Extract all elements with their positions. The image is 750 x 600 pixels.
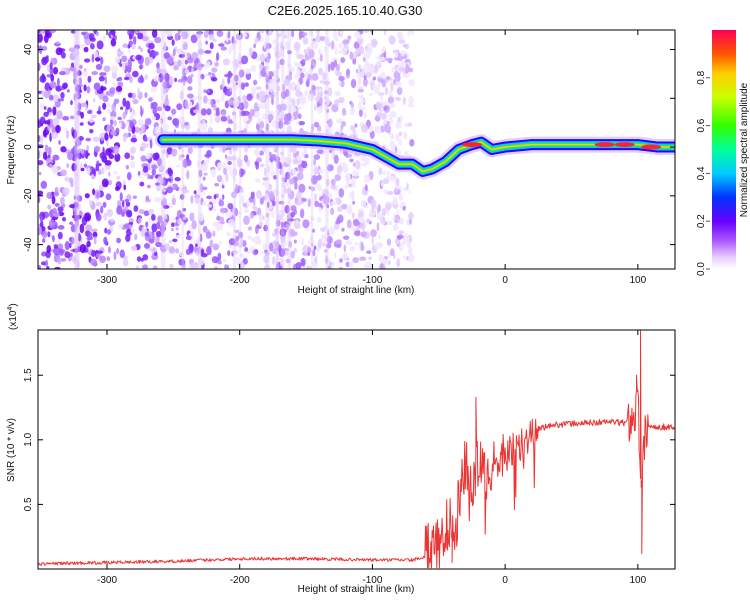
snr-line (38, 330, 675, 569)
colorbar-tick-label: 0.8 (696, 70, 707, 84)
snr-axes: -300 -200 -100 0 100 0.5 1.0 1.5 (23, 330, 675, 586)
svg-text:(x104): (x104) (7, 303, 19, 330)
colorbar-label: Normalized spectral amplitude (739, 82, 750, 217)
heatmap-x-axis-label: Height of straight line (km) (298, 285, 415, 296)
heatmap-x-tick-label: -300 (97, 275, 117, 286)
heatmap-y-tick-label: 40 (23, 44, 34, 56)
ridge-hotspot-1 (594, 142, 615, 148)
snr-frame (37, 329, 676, 570)
snr-x-axis-label: Height of straight line (km) (298, 584, 415, 595)
chart-title: C2E6.2025.165.10.40.G30 (268, 3, 423, 18)
colorbar-gradient (712, 30, 736, 269)
colorbar-tick-label: 0.2 (696, 214, 707, 228)
snr-x-tick-label: -300 (97, 575, 117, 586)
snr-x-tick-label: 100 (629, 575, 646, 586)
snr-y-tick-label: 1.0 (23, 432, 34, 446)
multiplier-exponent: 4 (7, 307, 14, 311)
snr-x-tick-label: -100 (362, 575, 382, 586)
colorbar-axes: 0.0 0.2 0.4 0.6 0.8 (696, 70, 710, 276)
ridge-hotspot-2 (614, 142, 635, 148)
heatmap-x-tick-label: -100 (362, 275, 382, 286)
ridge-hotspot-3 (641, 144, 662, 150)
snr-x-tick-label: -200 (230, 575, 250, 586)
colorbar-tick-label: 0.4 (696, 166, 707, 180)
colorbar-tick-label: 0.0 (696, 262, 707, 276)
multiplier-base: (x10 (8, 310, 19, 330)
heatmap-x-tick-label: -200 (230, 275, 250, 286)
heatmap-frame (37, 29, 676, 270)
heatmap-y-axis-label: Frequency (Hz) (6, 116, 17, 185)
snr-content (38, 330, 675, 569)
snr-y-tick-label: 1.5 (23, 368, 34, 382)
heatmap-y-tick-label: 20 (23, 92, 34, 104)
heatmap-y-tick-label: -20 (23, 188, 34, 203)
heatmap-x-tick-label: 0 (502, 275, 508, 286)
snr-y-multiplier: (x104) (7, 303, 19, 330)
heatmap-content (38, 30, 675, 269)
snr-x-tick-label: 0 (502, 575, 508, 586)
colorbar: 0.0 0.2 0.4 0.6 0.8 Normalized spectral ampl… (696, 30, 750, 276)
ridge-hotspot-0 (461, 142, 482, 148)
heatmap-y-tick-label: 0 (23, 144, 34, 150)
heatmap-y-tick-label: -40 (23, 237, 34, 252)
ridge-layer-4 (161, 138, 675, 173)
snr-y-tick-label: 0.5 (23, 497, 34, 511)
snr-y-axis-label: SNR (10 * v/v) (6, 418, 17, 482)
colorbar-tick-label: 0.6 (696, 118, 707, 132)
heatmap-x-tick-label: 100 (629, 275, 646, 286)
snr-panel: -300 -200 -100 0 100 0.5 1.0 1.5 Height of stra… (6, 303, 676, 595)
multiplier-close: ) (8, 303, 19, 306)
